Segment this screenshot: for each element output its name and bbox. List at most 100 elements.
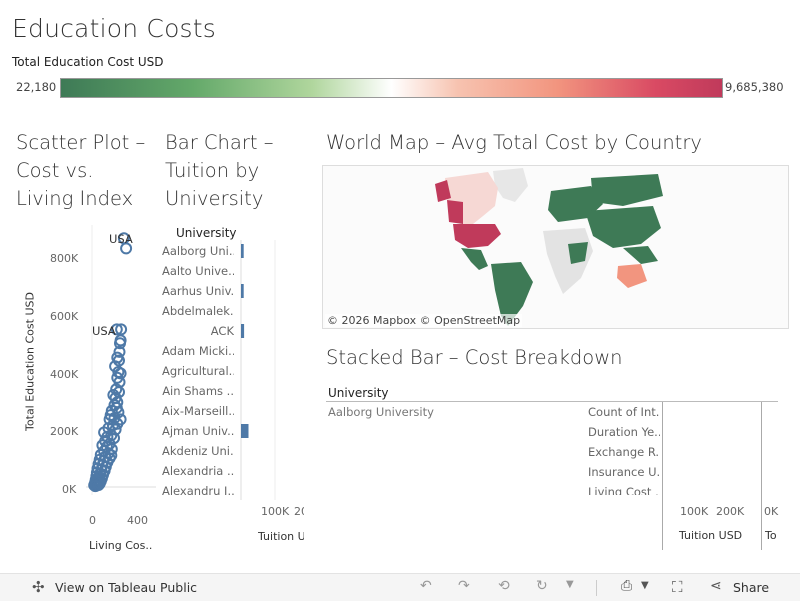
bar-title: Bar Chart – Tuition by University [165, 129, 273, 213]
scatter-point[interactable] [114, 413, 127, 426]
map-region-south-america [491, 262, 533, 326]
stacked-measure-label: Exchange R.. [588, 445, 660, 459]
map-region-usa [453, 224, 501, 248]
scatter-title: Scatter Plot – Cost vs. Living Index [16, 129, 145, 213]
bar-mark[interactable] [241, 324, 245, 338]
download-icon[interactable]: ⎙ [621, 578, 633, 594]
scatter-annotation: USA [92, 324, 116, 338]
toolbar-divider [596, 580, 597, 596]
tableau-toolbar: ✣ View on Tableau Public ↶ ↷ ⟲ ↻ ▼ ⎙ ▼ ⛶… [0, 573, 800, 601]
bar-mark[interactable] [241, 284, 244, 298]
stacked-x-axis-title: Tuition USD [679, 529, 743, 542]
map-region-alaska [435, 180, 451, 202]
share-icon[interactable]: ⋖ [710, 578, 722, 594]
bar-row-label[interactable]: Aarhus Univ.. [162, 284, 234, 298]
color-legend-gradient[interactable] [60, 78, 723, 98]
view-on-tableau-public-link[interactable]: View on Tableau Public [55, 580, 198, 595]
tableau-logo-icon: ✣ [32, 578, 45, 596]
stacked-column-header: University [328, 386, 389, 400]
bar-x-tick: 100K [261, 505, 290, 518]
stacked-header-divider [326, 401, 778, 402]
scatter-title-line: Scatter Plot – [16, 131, 146, 154]
scatter-y-tick: 600K [50, 310, 79, 323]
color-legend-title: Total Education Cost USD [12, 55, 164, 69]
world-map[interactable]: © 2026 Mapbox © OpenStreetMap [322, 165, 789, 329]
scatter-title-line: Cost vs. [16, 159, 94, 182]
bar-row-label[interactable]: Adam Micki.. [162, 344, 234, 358]
scatter-plot[interactable] [86, 225, 156, 505]
map-region-asia [585, 206, 661, 248]
revert-icon[interactable]: ⟲ [498, 578, 510, 594]
bar-x-tick: 20 [294, 505, 304, 518]
scatter-y-tick: 0K [62, 483, 77, 496]
dashboard-title: Education Costs [12, 14, 217, 43]
stacked-axis-line [761, 402, 762, 550]
stacked-measure-label: Duration Ye.. [588, 425, 660, 439]
scatter-x-axis-title: Living Cos.. [89, 539, 153, 552]
color-legend-max: 9,685,380 [725, 80, 784, 94]
share-button[interactable]: Share [733, 580, 770, 595]
bar-chart[interactable] [238, 240, 308, 502]
undo-icon[interactable]: ↶ [420, 578, 432, 594]
bar-mark[interactable] [241, 244, 244, 258]
redo-icon[interactable]: ↷ [458, 578, 470, 594]
color-legend-min: 22,180 [16, 80, 57, 94]
bar-row-label[interactable]: Ajman Univ.. [162, 424, 234, 438]
bar-title-line: Tuition by [165, 159, 260, 182]
stacked-title: Stacked Bar – Cost Breakdown [326, 346, 623, 369]
scatter-point[interactable] [89, 480, 102, 493]
bar-row-label[interactable]: Abdelmalek.. [162, 304, 234, 318]
map-region-greenland [493, 168, 528, 202]
bar-row-label[interactable]: Aix-Marseill.. [162, 404, 234, 418]
bar-row-label[interactable]: Ain Shams .. [162, 384, 234, 398]
scatter-y-tick: 400K [50, 368, 79, 381]
bar-column-header: University [176, 226, 237, 240]
fullscreen-icon[interactable]: ⛶ [672, 578, 683, 596]
scatter-y-axis-title: Total Education Cost USD [23, 292, 37, 431]
map-region-africa [543, 228, 593, 294]
refresh-dropdown-icon[interactable]: ▼ [566, 579, 574, 590]
scatter-point[interactable] [105, 449, 118, 462]
scatter-x-tick: 0 [89, 514, 96, 527]
map-region-north-asia [591, 174, 663, 206]
map-region-australia [617, 264, 647, 288]
map-region-southeast-asia [623, 246, 658, 264]
scatter-point[interactable] [108, 412, 121, 424]
stacked-x-tick: 200K [716, 505, 745, 518]
bar-row-label[interactable]: Aalborg Uni.. [162, 244, 234, 258]
world-map-canvas[interactable] [323, 166, 788, 328]
map-region-africa-marked [568, 242, 588, 264]
stacked-measure-labels: Count of Int.. Duration Ye.. Exchange R.… [588, 405, 660, 495]
bar-row-label[interactable]: Akdeniz Uni.. [162, 444, 234, 458]
scatter-point[interactable] [110, 323, 123, 336]
scatter-point[interactable] [115, 323, 128, 336]
map-region-mexico [461, 248, 488, 270]
bar-mark[interactable] [241, 424, 249, 438]
refresh-icon[interactable]: ↻ [536, 578, 548, 594]
bar-row-label[interactable]: Aalto Unive.. [162, 264, 234, 278]
scatter-point[interactable] [110, 383, 123, 396]
map-attribution[interactable]: © 2026 Mapbox © OpenStreetMap [325, 314, 523, 327]
stacked-measure-label: Living Cost .. [588, 485, 660, 495]
scatter-point[interactable] [113, 345, 126, 358]
bar-x-axis-title: Tuition U [258, 530, 304, 543]
bar-row-label[interactable]: ACK [210, 324, 234, 338]
bar-row-labels: Aalborg Uni.. Aalto Unive.. Aarhus Univ.… [162, 244, 234, 498]
scatter-title-line: Living Index [16, 187, 134, 210]
scatter-y-tick: 200K [50, 425, 79, 438]
bar-row-label[interactable]: Alexandru I.. [162, 484, 234, 498]
map-title: World Map – Avg Total Cost by Country [326, 131, 702, 154]
stacked-university-label[interactable]: Aalborg University [328, 405, 434, 419]
stacked-x-tick: 0K [764, 505, 779, 518]
scatter-point[interactable] [114, 337, 126, 350]
stacked-x-tick: 100K [680, 505, 709, 518]
scatter-x-tick: 400 [127, 514, 148, 527]
bar-row-label[interactable]: Alexandria .. [162, 464, 234, 478]
scatter-y-tick: 800K [50, 252, 79, 265]
download-dropdown-icon[interactable]: ▼ [641, 580, 649, 591]
bar-row-label[interactable]: Agricultural.. [162, 364, 234, 378]
stacked-measure-label: Count of Int.. [588, 405, 660, 419]
stacked-measure-label: Insurance U.. [588, 465, 660, 479]
scatter-point[interactable] [120, 242, 133, 255]
stacked-axis-line [662, 402, 663, 550]
